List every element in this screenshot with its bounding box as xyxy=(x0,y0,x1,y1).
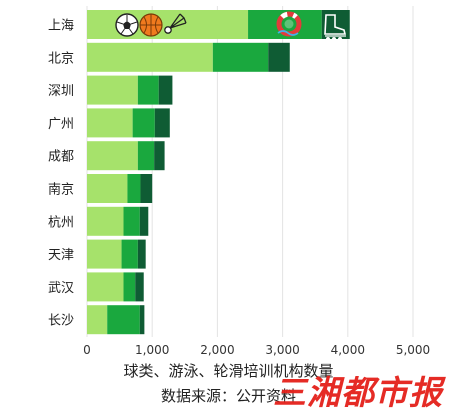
bar-segment xyxy=(87,305,108,335)
badminton-shuttlecock-icon xyxy=(164,13,187,34)
bar-segment xyxy=(139,305,145,335)
category-label: 天津 xyxy=(48,248,74,263)
category-label: 深圳 xyxy=(48,84,74,99)
bar-segment xyxy=(123,206,140,236)
bar-segment xyxy=(154,108,170,138)
bar-segment xyxy=(154,141,165,171)
chart-caption: 球类、游泳、轮滑培训机构数量 xyxy=(123,362,334,380)
bar-segment xyxy=(127,174,141,203)
basketball-icon xyxy=(139,13,163,37)
bar-segment xyxy=(87,42,213,72)
bar-segment xyxy=(137,75,159,105)
bar-segment xyxy=(158,75,173,105)
x-tick-label: 4,000 xyxy=(331,343,365,357)
bar-segment xyxy=(139,206,149,236)
bar-segment xyxy=(135,272,144,302)
swimming-ring-icon xyxy=(276,11,302,37)
category-label: 上海 xyxy=(48,19,74,34)
bar-segment xyxy=(140,174,153,203)
x-tick-label: 3,000 xyxy=(265,343,299,357)
data-source: 数据来源：公开资料 xyxy=(160,387,296,405)
bar-segment xyxy=(123,272,136,302)
inline-skate-icon xyxy=(324,14,347,41)
watermark-logo: 三湘都市报 xyxy=(273,373,443,412)
x-tick-label: 0 xyxy=(83,343,91,357)
bar-segment xyxy=(87,141,138,171)
bar-segment xyxy=(212,42,269,72)
bar-segment xyxy=(132,108,155,138)
bar-segment xyxy=(137,239,146,269)
category-label: 武汉 xyxy=(48,281,74,296)
category-label: 成都 xyxy=(48,150,74,165)
bar-segment xyxy=(87,206,124,236)
bar-segment xyxy=(87,10,249,39)
category-label: 北京 xyxy=(48,51,74,66)
category-label: 杭州 xyxy=(48,215,74,230)
bar-segment xyxy=(87,75,138,105)
x-tick-label: 2,000 xyxy=(200,343,234,357)
bar-segment xyxy=(121,239,138,269)
soccer-ball-icon xyxy=(115,13,139,37)
x-axis-ticks: 0 1,000 2,000 3,000 4,000 5,000 xyxy=(83,343,430,357)
x-tick-label: 5,000 xyxy=(396,343,430,357)
bars xyxy=(87,10,350,335)
x-tick-label: 1,000 xyxy=(135,343,169,357)
sport-icons xyxy=(115,11,347,41)
bar-segment xyxy=(87,239,122,269)
bar-segment xyxy=(87,108,133,138)
bar-segment xyxy=(137,141,155,171)
category-label: 广州 xyxy=(48,117,74,132)
category-label: 长沙 xyxy=(48,314,74,329)
bar-segment xyxy=(107,305,140,335)
bar-segment xyxy=(87,272,124,302)
category-label: 南京 xyxy=(48,182,74,198)
bar-segment xyxy=(87,174,128,203)
bar-segment xyxy=(268,42,290,72)
